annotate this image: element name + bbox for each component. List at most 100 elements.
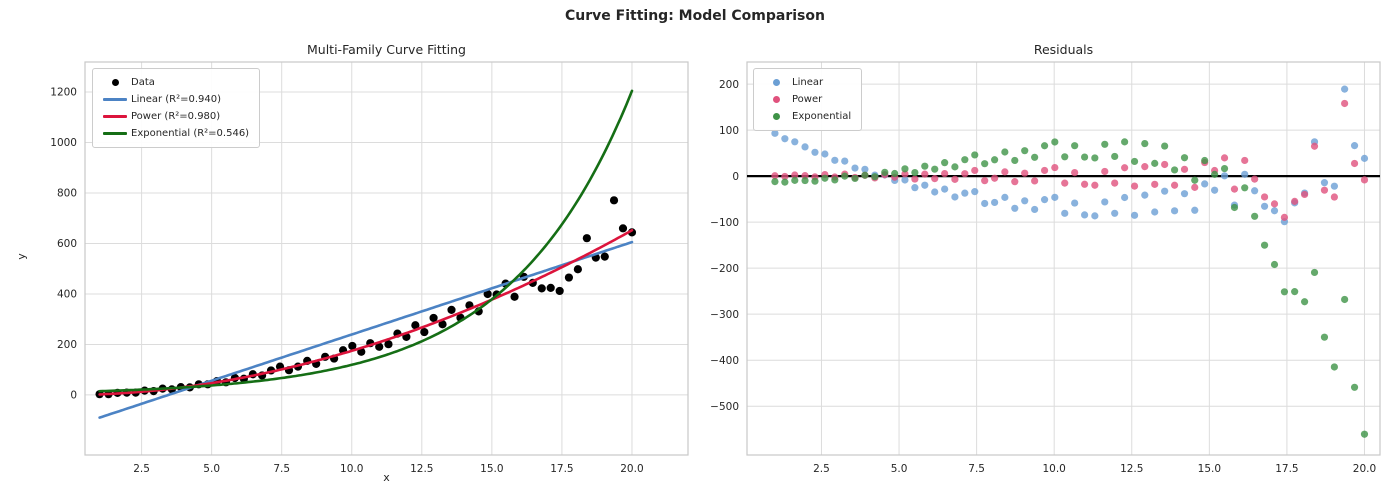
exponential-residual-point [771, 177, 779, 186]
y-tick-label: 100 [719, 125, 739, 137]
exponential-residual-point [1300, 298, 1309, 306]
exponential-residual-point [1180, 154, 1189, 162]
data-point [573, 265, 582, 274]
power-residual-point [1300, 190, 1309, 199]
power-residual-point [1011, 178, 1019, 186]
linear-residual-point [981, 199, 989, 208]
legend-swatch-power-line-icon [99, 115, 131, 118]
linear-residual-point [801, 143, 809, 151]
power-residual-point [911, 175, 919, 183]
exponential-fit-curve [98, 89, 634, 393]
linear-residual-point [1130, 211, 1139, 219]
legend-swatch-linear-line-icon [99, 98, 131, 101]
linear-residual-point [1360, 154, 1369, 162]
exponential-residual-point [981, 160, 989, 168]
legend-item-power: Power (R²=0.980) [99, 108, 249, 125]
exponential-residual-point [1230, 203, 1239, 212]
power-residual-point [1291, 197, 1299, 205]
exponential-residual-point [951, 163, 959, 171]
exponential-residual-point [801, 176, 809, 185]
linear-residual-point [1211, 186, 1219, 194]
power-residual-point [1101, 167, 1109, 176]
data-point [600, 252, 609, 261]
legend-swatch-linear-dot-icon [760, 79, 792, 86]
power-residual-point [1170, 181, 1179, 189]
y-tick-label: −200 [710, 263, 739, 275]
linear-residual-point [971, 188, 979, 196]
exponential-residual-point [931, 165, 939, 173]
exponential-residual-point [921, 162, 929, 170]
legend-label: Exponential [792, 111, 852, 122]
legend-item-exponential: Exponential [760, 108, 851, 125]
axes-frame [746, 61, 1381, 456]
exponential-residual-point [1291, 288, 1299, 296]
linear-residual-point [1191, 206, 1199, 214]
exponential-residual-point [1151, 159, 1159, 167]
y-tick-label: 400 [57, 289, 77, 301]
exponential-residual-point [1001, 148, 1009, 156]
power-residual-point [941, 169, 949, 178]
power-residual-point [921, 170, 929, 178]
linear-residual-point [781, 135, 789, 143]
data-point [582, 234, 591, 243]
dot-swatch [111, 79, 119, 86]
power-residual-point [1360, 176, 1369, 184]
y-tick-label: 800 [57, 188, 77, 200]
data-point [609, 196, 619, 205]
legend-item-linear: Linear [760, 74, 851, 91]
power-residual-point [971, 166, 979, 175]
power-residual-point [1071, 168, 1079, 177]
x-tick-label: 12.5 [410, 463, 433, 475]
data-point [546, 283, 555, 293]
data-point [384, 340, 393, 349]
x-tick-label: 20.0 [1353, 463, 1376, 475]
exponential-residual-point [881, 168, 889, 176]
data-point [375, 342, 384, 351]
line-swatch [103, 98, 127, 101]
x-tick-label: 20.0 [620, 463, 643, 475]
linear-residual-point [1061, 209, 1069, 217]
linear-residual-point [811, 148, 819, 156]
exponential-residual-point [1111, 152, 1119, 161]
linear-residual-point [961, 189, 969, 197]
linear-residual-point [831, 156, 839, 164]
power-residual-point [1001, 168, 1009, 176]
power-residual-point [1051, 163, 1059, 172]
power-residual-point [1130, 182, 1139, 190]
exponential-residual-point [1220, 164, 1229, 173]
power-residual-point [1021, 169, 1029, 177]
legend-label: Power [792, 94, 823, 105]
power-residual-point [1180, 165, 1189, 173]
exponential-residual-point [911, 168, 919, 177]
power-residual-point [1091, 181, 1099, 189]
linear-residual-point [1341, 85, 1349, 93]
left-plot-legend: Data Linear (R²=0.940) Power (R²=0.980) Exp… [92, 68, 261, 148]
power-residual-point [1310, 142, 1319, 150]
line-swatch [103, 132, 127, 135]
linear-residual-point [1201, 180, 1209, 188]
axes-frame [84, 61, 689, 456]
power-residual-point [1121, 164, 1129, 172]
x-tick-label: 2.5 [813, 463, 830, 475]
power-residual-point [791, 171, 799, 179]
linear-residual-point [1180, 190, 1189, 198]
power-residual-point [1330, 193, 1338, 201]
exponential-residual-point [871, 173, 879, 181]
exponential-residual-point [1211, 170, 1219, 178]
linear-residual-point [821, 150, 829, 158]
exponential-residual-point [851, 174, 859, 183]
dot-swatch [772, 79, 780, 86]
data-point [555, 286, 564, 296]
exponential-residual-point [1071, 142, 1079, 150]
y-tick-label: −400 [710, 355, 739, 367]
legend-label: Linear (R²=0.940) [131, 94, 222, 105]
exponential-residual-point [1031, 153, 1039, 161]
legend-item-data: Data [99, 74, 249, 91]
data-point [438, 320, 447, 329]
exponential-residual-point [971, 151, 979, 159]
linear-residual-point [1101, 198, 1109, 206]
figure-suptitle: Curve Fitting: Model Comparison [565, 8, 825, 24]
x-tick-label: 12.5 [1120, 463, 1143, 475]
y-tick-label: 200 [57, 339, 77, 351]
linear-residual-point [841, 157, 849, 165]
